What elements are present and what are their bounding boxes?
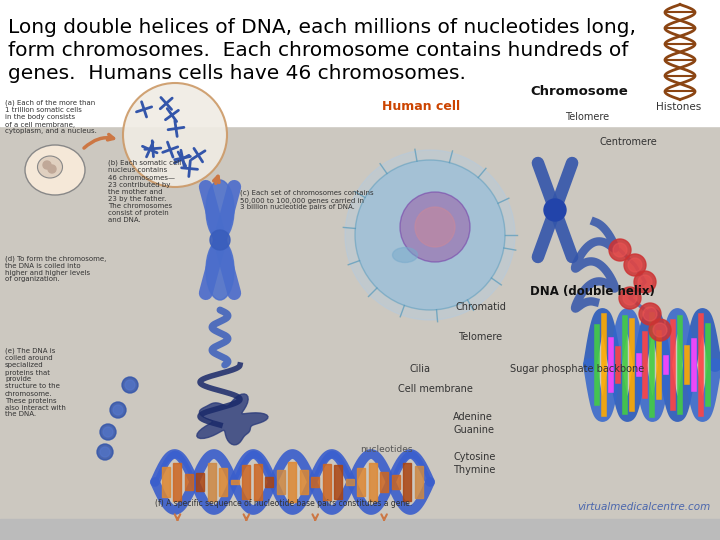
Ellipse shape (544, 199, 566, 221)
Text: Cilia: Cilia (410, 364, 431, 374)
Bar (369, 463, 377, 502)
Text: Adenine: Adenine (453, 412, 493, 422)
Text: (a) Each of the more than
1 trillion somatic cells
in the body consists
of a cel: (a) Each of the more than 1 trillion som… (5, 100, 97, 134)
Bar (311, 477, 319, 487)
Bar (323, 464, 330, 500)
Ellipse shape (37, 156, 63, 178)
Bar (220, 468, 228, 496)
Circle shape (643, 307, 657, 321)
Circle shape (613, 243, 627, 257)
Bar (254, 464, 262, 500)
Text: (b) Each somatic cell
nucleus contains
46 chromosomes—
23 contributed by
the mot: (b) Each somatic cell nucleus contains 4… (108, 160, 181, 222)
Bar (174, 463, 181, 501)
Bar (415, 467, 423, 497)
Text: (c) Each set of chromosomes contains
50,000 to 100,000 genes carried in
3 billio: (c) Each set of chromosomes contains 50,… (240, 190, 374, 211)
Bar (0, 126, 720, 540)
Text: Telomere: Telomere (458, 332, 502, 342)
Circle shape (623, 291, 637, 305)
Bar (357, 468, 365, 496)
Circle shape (355, 160, 505, 310)
Circle shape (110, 402, 126, 418)
Text: Thymine: Thymine (453, 465, 495, 475)
Text: Long double helices of DNA, each millions of nucleotides long,: Long double helices of DNA, each million… (8, 18, 636, 37)
Circle shape (649, 319, 671, 341)
Circle shape (638, 275, 652, 289)
Circle shape (634, 271, 656, 293)
Circle shape (628, 258, 642, 272)
Circle shape (619, 287, 641, 309)
Text: Chromatid: Chromatid (455, 302, 506, 312)
Text: Telomere: Telomere (565, 112, 609, 122)
Text: virtualmedicalcentre.com: virtualmedicalcentre.com (577, 502, 710, 512)
Ellipse shape (392, 247, 418, 262)
Text: Cytosine: Cytosine (453, 452, 495, 462)
Text: Histones: Histones (656, 102, 701, 112)
Text: DNA (double helix): DNA (double helix) (530, 285, 655, 298)
Bar (162, 467, 170, 497)
Bar (380, 472, 388, 492)
Text: (f) A specific sequence of nucleotide base pairs constitutes a gene.: (f) A specific sequence of nucleotide ba… (155, 499, 413, 508)
Ellipse shape (206, 240, 234, 300)
Bar (208, 463, 216, 501)
Text: Cell membrane: Cell membrane (398, 384, 473, 394)
Text: nucleotides: nucleotides (360, 445, 413, 454)
Text: Centromere: Centromere (600, 137, 658, 147)
Circle shape (123, 83, 227, 187)
Text: Chromosome: Chromosome (530, 85, 628, 98)
Bar (300, 470, 307, 494)
Bar (403, 463, 411, 501)
Circle shape (345, 150, 515, 320)
Bar (0, 0, 720, 126)
Bar (0, 519, 720, 540)
Ellipse shape (210, 230, 230, 250)
Circle shape (653, 323, 667, 337)
Circle shape (48, 165, 56, 173)
Circle shape (97, 444, 113, 460)
Bar (346, 479, 354, 485)
Circle shape (100, 447, 110, 457)
Circle shape (122, 377, 138, 393)
Bar (197, 472, 204, 491)
Circle shape (100, 424, 116, 440)
Text: (d) To form the chromosome,
the DNA is coiled into
higher and higher levels
of o: (d) To form the chromosome, the DNA is c… (5, 255, 107, 282)
Circle shape (103, 427, 113, 437)
Ellipse shape (25, 145, 85, 195)
Ellipse shape (206, 180, 234, 240)
Bar (243, 465, 251, 499)
Bar (265, 476, 274, 488)
Circle shape (400, 192, 470, 262)
Text: form chromosomes.  Each chromosome contains hundreds of: form chromosomes. Each chromosome contai… (8, 41, 629, 60)
Bar (231, 480, 239, 484)
Circle shape (415, 207, 455, 247)
Bar (392, 475, 400, 489)
Text: genes.  Humans cells have 46 chromosomes.: genes. Humans cells have 46 chromosomes. (8, 64, 466, 83)
Polygon shape (197, 394, 268, 445)
Circle shape (43, 161, 51, 169)
Text: Sugar phosphate backbone: Sugar phosphate backbone (510, 364, 644, 374)
Text: Guanine: Guanine (453, 425, 494, 435)
Text: (e) The DNA is
coiled around
specialized
proteins that
provide
structure to the
: (e) The DNA is coiled around specialized… (5, 348, 66, 417)
Text: Human cell: Human cell (382, 100, 460, 113)
Bar (288, 462, 296, 502)
Circle shape (113, 405, 123, 415)
Circle shape (639, 303, 661, 325)
Bar (334, 465, 342, 499)
Circle shape (125, 380, 135, 390)
Bar (276, 470, 285, 494)
Circle shape (609, 239, 631, 261)
Bar (185, 474, 193, 490)
Circle shape (624, 254, 646, 276)
